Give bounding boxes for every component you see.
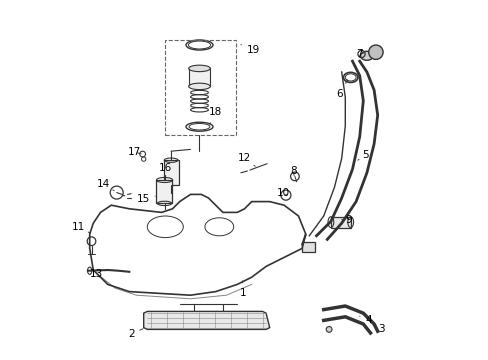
Text: 9: 9 (341, 215, 351, 225)
Text: 18: 18 (208, 107, 221, 124)
Circle shape (325, 327, 331, 332)
Text: 4: 4 (359, 315, 371, 325)
Polygon shape (143, 311, 269, 329)
Bar (163, 160, 178, 185)
Ellipse shape (188, 83, 210, 90)
Text: 7: 7 (356, 49, 363, 59)
Text: 15: 15 (136, 194, 155, 204)
Text: 5: 5 (357, 150, 367, 160)
Bar (330, 217, 350, 228)
Circle shape (368, 45, 382, 59)
Text: 3: 3 (373, 324, 384, 334)
Ellipse shape (188, 65, 210, 72)
Text: 14: 14 (97, 179, 114, 191)
Text: 16: 16 (158, 163, 172, 174)
Bar (156, 180, 172, 203)
Text: 13: 13 (89, 269, 106, 279)
Text: 10: 10 (276, 188, 289, 198)
Bar (302, 242, 314, 252)
Text: 6: 6 (336, 80, 347, 99)
Text: 12: 12 (237, 153, 255, 166)
Text: 1: 1 (239, 281, 245, 298)
Text: 8: 8 (289, 166, 296, 176)
Bar (165, 40, 235, 135)
Bar (188, 68, 210, 86)
Ellipse shape (360, 51, 372, 60)
Text: 17: 17 (128, 147, 141, 157)
Text: 2: 2 (127, 329, 142, 339)
Text: 19: 19 (241, 45, 260, 55)
Text: 11: 11 (72, 222, 90, 233)
